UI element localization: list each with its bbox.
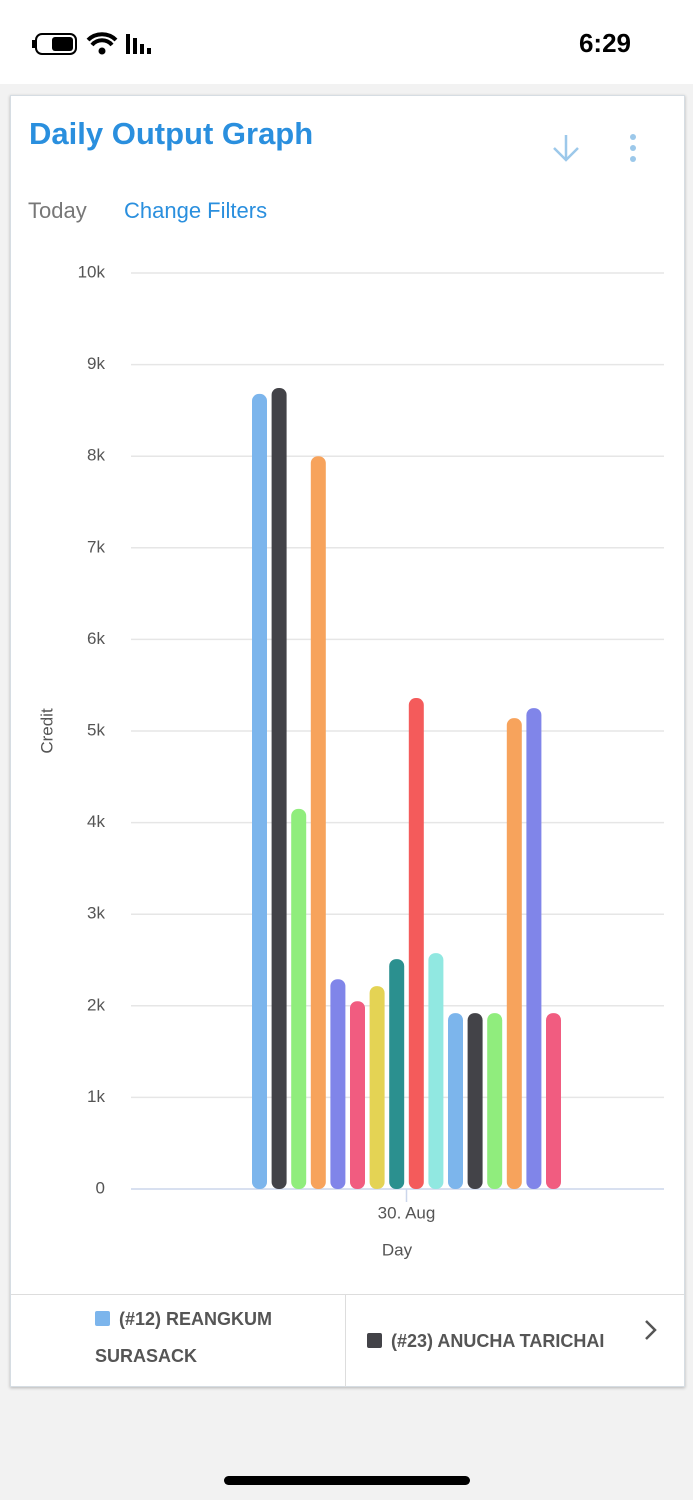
bar [310,456,326,1189]
y-tick-label: 7k [87,537,105,556]
y-axis-title: Credit [37,708,56,754]
legend-item[interactable]: (#23) ANUCHA TARICHAI [367,1295,637,1387]
bar [506,718,522,1189]
home-indicator [224,1476,470,1485]
legend-label: (#23) ANUCHA TARICHAI [391,1331,605,1351]
legend-swatch [367,1333,382,1348]
legend-swatch [95,1311,110,1326]
y-tick-label: 9k [87,354,105,373]
x-axis-title: Day [382,1240,413,1259]
chart: Credit Day 0 1k 2k 3k 4k 5k 6k 7k 8k 9k 10k 30. Aug [37,262,664,1259]
tab-change-filters[interactable]: Change Filters [124,198,268,223]
bar [428,953,444,1189]
y-tick-label: 2k [87,995,105,1014]
tab-today[interactable]: Today [28,198,87,223]
bar [291,808,307,1189]
bar [546,1013,561,1189]
card-actions[interactable] [546,131,646,171]
y-tick-label: 4k [87,812,105,831]
x-tick-label: 30. Aug [378,1203,436,1222]
bar [389,959,405,1189]
y-tick-label: 0 [96,1178,105,1197]
legend-next[interactable] [641,1317,661,1347]
bar [408,698,424,1189]
graph-card: Daily Output Graph Today Change Filters … [10,95,685,1387]
legend: (#12) REANGKUM SURASACK (#23) ANUCHA TAR… [11,1294,684,1387]
legend-label: (#12) REANGKUM SURASACK [95,1309,273,1366]
bar [350,1001,365,1189]
status-icons [32,32,151,55]
y-tick-label: 3k [87,904,105,923]
legend-item[interactable]: (#12) REANGKUM SURASACK [95,1301,325,1393]
bar [369,986,385,1189]
clock: 6:29 [578,28,631,58]
bar [467,1013,483,1189]
y-tick-label: 5k [87,720,105,739]
bar [271,387,287,1189]
y-tick-label: 6k [87,629,105,648]
y-tick-label: 8k [87,446,105,465]
y-tick-label: 1k [87,1087,105,1106]
bar [487,1013,503,1189]
status-bar: 6:29 [0,0,693,84]
card-title: Daily Output Graph [29,116,314,151]
bar [526,708,542,1189]
bar [330,979,346,1189]
y-tick-label: 10k [78,262,106,281]
bar [448,1013,463,1189]
bar [252,393,267,1189]
